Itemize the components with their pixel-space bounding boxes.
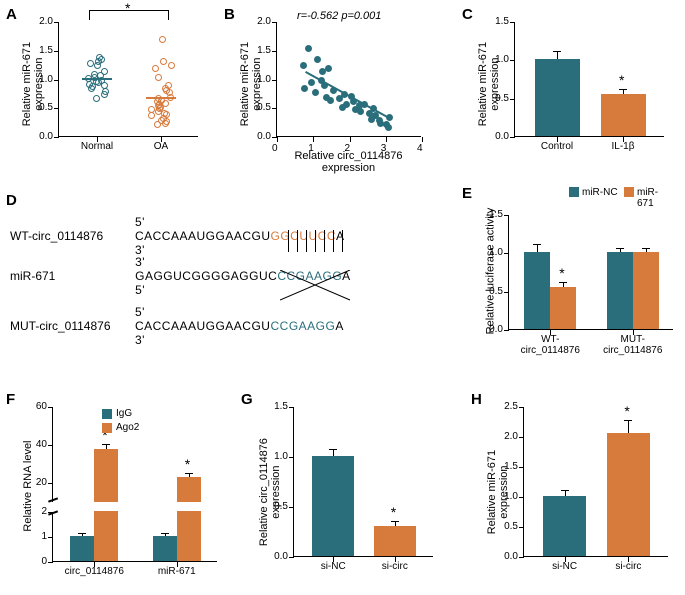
panel-c-label: C [462,6,473,23]
panel-b-label: B [224,6,235,23]
panel-b-xlabel: Relative circ_0114876 expression [276,150,421,174]
panel-h-chart: 0.00.51.01.52.02.5*si-NCsi-circ [523,407,668,557]
panel-f-label: F [6,391,15,408]
panel-c-ylabel: Relative miR-671 expression [477,29,501,139]
panel-g: G Relative circ_0114876 expression 0.00.… [235,385,450,595]
panel-c-chart: 0.00.51.01.5*ControlIL-1β [514,22,664,137]
panel-g-chart: 0.00.51.01.5*si-NCsi-circ [293,407,433,557]
panel-d: D WT-circ_01148765' CACCAAAUGGAACGUGGCUU… [0,190,445,330]
panel-g-label: G [241,391,253,408]
panel-f: F Relative RNA level 204060**012circ_011… [0,385,225,595]
panel-e: E Relative luciferase activity 0.00.51.0… [456,183,685,388]
panel-g-ylabel: Relative circ_0114876 expression [258,427,282,557]
panel-e-label: E [462,185,472,202]
panel-h: H Relative miR-671 expression 0.00.51.01… [465,385,685,595]
panel-h-label: H [471,391,482,408]
panel-a: A Relative miR-671 expression 0.00.51.01… [0,0,218,170]
panel-a-chart: 0.00.51.01.52.0NormalOA* [58,22,198,137]
panel-e-ylabel: Relative luciferase activity [484,199,496,344]
panel-b: B Relative miR-671 expression 0.00.51.01… [218,0,446,185]
panel-f-chart: 204060**012circ_0114876miR-671IgGAgo2 [52,407,217,562]
panel-c: C Relative miR-671 expression 0.00.51.01… [456,0,685,170]
panel-e-chart: 0.00.51.01.5*WT- circ_0114876MUT- circ_0… [508,215,673,330]
panel-b-chart: 0.00.51.01.52.001234r=-0.562 p=0.001 [276,22,421,137]
panel-a-label: A [6,6,17,23]
panel-d-label: D [6,192,17,209]
